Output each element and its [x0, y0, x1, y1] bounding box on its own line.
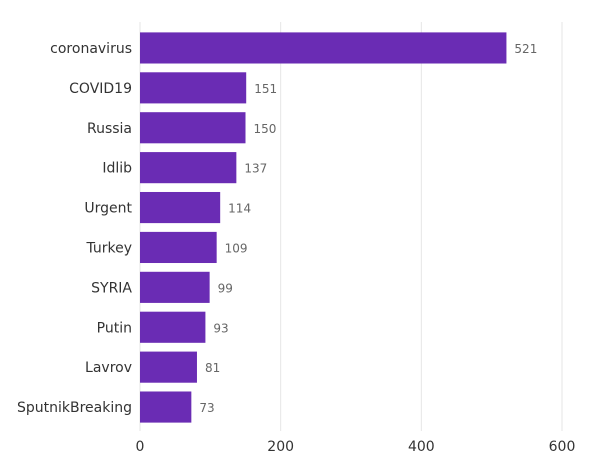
- x-tick-label: 400: [408, 439, 435, 455]
- bar-COVID19[interactable]: [140, 72, 247, 104]
- x-axis-ticks: 0 200 400 600: [136, 439, 576, 455]
- value-label: 521: [514, 42, 537, 56]
- category-label: coronavirus: [50, 41, 132, 57]
- value-label: 73: [199, 401, 214, 415]
- category-label: Urgent: [84, 201, 132, 217]
- bar-Russia[interactable]: [140, 112, 246, 144]
- bar-coronavirus[interactable]: [140, 32, 507, 64]
- bar-Idlib[interactable]: [140, 152, 237, 184]
- category-label: SputnikBreaking: [17, 400, 132, 416]
- bar-Putin[interactable]: [140, 311, 206, 343]
- value-label: 150: [254, 122, 277, 136]
- value-labels: 521 151 150 137 114 109 99 93 81 73: [199, 42, 537, 415]
- bar-Lavrov[interactable]: [140, 351, 197, 383]
- bar-SputnikBreaking[interactable]: [140, 391, 192, 423]
- value-label: 99: [218, 281, 233, 295]
- category-label: Idlib: [102, 161, 132, 177]
- value-label: 151: [254, 82, 277, 96]
- bar-SYRIA[interactable]: [140, 271, 210, 303]
- x-tick-label: 0: [136, 439, 145, 455]
- value-label: 114: [228, 202, 251, 216]
- category-label: Turkey: [85, 240, 132, 256]
- value-label: 109: [225, 241, 248, 255]
- category-label: SYRIA: [91, 280, 132, 296]
- bars-group: [140, 32, 507, 423]
- category-label: Putin: [97, 320, 132, 336]
- value-label: 81: [205, 361, 220, 375]
- category-label: Lavrov: [85, 360, 132, 376]
- category-label: Russia: [87, 121, 132, 137]
- x-tick-label: 600: [549, 439, 576, 455]
- category-label: COVID19: [69, 81, 132, 97]
- category-labels: coronavirus COVID19 Russia Idlib Urgent Turke…: [17, 41, 133, 416]
- x-tick-label: 200: [267, 439, 294, 455]
- value-label: 137: [244, 162, 267, 176]
- bar-Turkey[interactable]: [140, 231, 217, 264]
- bar-Urgent[interactable]: [140, 191, 221, 224]
- value-label: 93: [213, 321, 228, 335]
